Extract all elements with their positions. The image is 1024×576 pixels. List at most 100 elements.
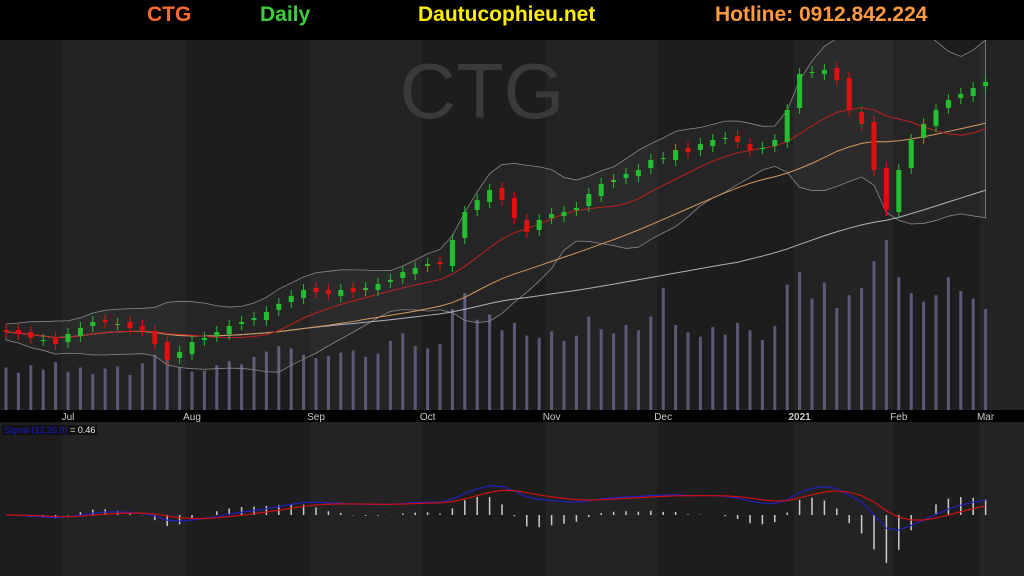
candle-body (673, 150, 679, 160)
month-band (793, 40, 893, 412)
volume-bar (785, 284, 789, 410)
candle-body (53, 338, 59, 344)
month-label: 2021 (788, 412, 811, 423)
candle-body (350, 288, 356, 292)
month-label: Sep (307, 412, 325, 423)
volume-bar (909, 293, 913, 410)
month-label: Feb (890, 412, 908, 423)
volume-bar (959, 291, 963, 410)
ma-mid-line (5, 122, 986, 339)
period-label: Daily (260, 3, 311, 26)
volume-bar (4, 367, 8, 410)
candle-body (462, 212, 468, 238)
month-band (979, 420, 1024, 576)
volume-bar (450, 309, 454, 410)
volume-bar (488, 314, 492, 410)
candle-body (338, 290, 344, 296)
volume-bar (599, 329, 603, 410)
candle-body (784, 110, 790, 142)
volume-bar (847, 295, 851, 410)
volume-bar (351, 350, 355, 410)
candle-body (412, 268, 418, 274)
candle-body (933, 110, 939, 126)
candle-body (549, 214, 555, 218)
candle-body (970, 88, 976, 96)
volume-bar (426, 348, 430, 410)
candle-body (40, 340, 46, 341)
volume-bar (500, 330, 504, 410)
volume-bar (202, 370, 206, 410)
macd-legend-label: Signal (12,26,9) (4, 425, 68, 435)
month-label: Dec (654, 412, 672, 423)
candle-body (263, 312, 269, 320)
candle-body (747, 144, 753, 150)
candle-body (276, 304, 282, 310)
volume-bar (388, 340, 392, 410)
volume-bar (463, 293, 467, 410)
volume-bar (736, 322, 740, 410)
candle-body (809, 72, 815, 73)
candle-body (499, 188, 505, 200)
candle-body (697, 144, 703, 150)
candle-body (325, 290, 331, 294)
month-label: Oct (420, 412, 436, 423)
volume-bar (971, 298, 975, 410)
month-label: Aug (183, 412, 201, 423)
volume-bar (78, 367, 82, 410)
candle-body (201, 338, 207, 340)
candle-body (772, 140, 778, 146)
ticker-label: CTG (147, 3, 192, 26)
volume-bar (66, 371, 70, 410)
volume-bar (91, 373, 95, 410)
candle-body (65, 334, 71, 342)
volume-bar (698, 336, 702, 410)
candle-body (251, 318, 257, 320)
volume-bar (165, 359, 169, 410)
volume-bar (326, 355, 330, 410)
candle-body (226, 326, 232, 334)
candle-body (635, 170, 641, 176)
month-band (62, 420, 186, 576)
candle-body (536, 220, 542, 230)
candle-body (239, 322, 245, 324)
candle-body (921, 124, 927, 138)
candle-body (871, 122, 877, 170)
volume-bar (264, 351, 268, 410)
volume-bar (723, 334, 727, 410)
candle-body (759, 148, 765, 149)
candle-body (177, 352, 183, 358)
volume-bar (41, 369, 45, 410)
volume-bar (760, 339, 764, 410)
volume-bar (475, 319, 479, 410)
candle-body (945, 100, 951, 108)
volume-bar (686, 332, 690, 410)
volume-bar (562, 340, 566, 410)
candle-body (660, 158, 666, 159)
signal-line (5, 489, 986, 521)
volume-bar (289, 348, 293, 410)
candle-body (598, 184, 604, 196)
candle-body (524, 220, 530, 232)
site-label[interactable]: Dautucophieu.net (418, 3, 596, 26)
volume-bar (178, 367, 182, 410)
volume-bar (103, 368, 107, 410)
candle-body (301, 290, 307, 298)
candle-body (139, 326, 145, 330)
month-band (793, 420, 893, 576)
candle-body (387, 280, 393, 282)
volume-bar (438, 344, 442, 410)
candle-body (487, 190, 493, 202)
candle-body (586, 194, 592, 206)
volume-bar (674, 325, 678, 410)
candle-body (896, 170, 902, 212)
candle-body (449, 240, 455, 266)
candle-body (611, 180, 617, 182)
volume-bar (897, 277, 901, 410)
candle-body (474, 200, 480, 210)
volume-bar (16, 372, 20, 410)
candle-body (3, 330, 9, 332)
volume-bar (215, 365, 219, 410)
volume-bar (140, 363, 144, 410)
volume-bar (872, 261, 876, 410)
